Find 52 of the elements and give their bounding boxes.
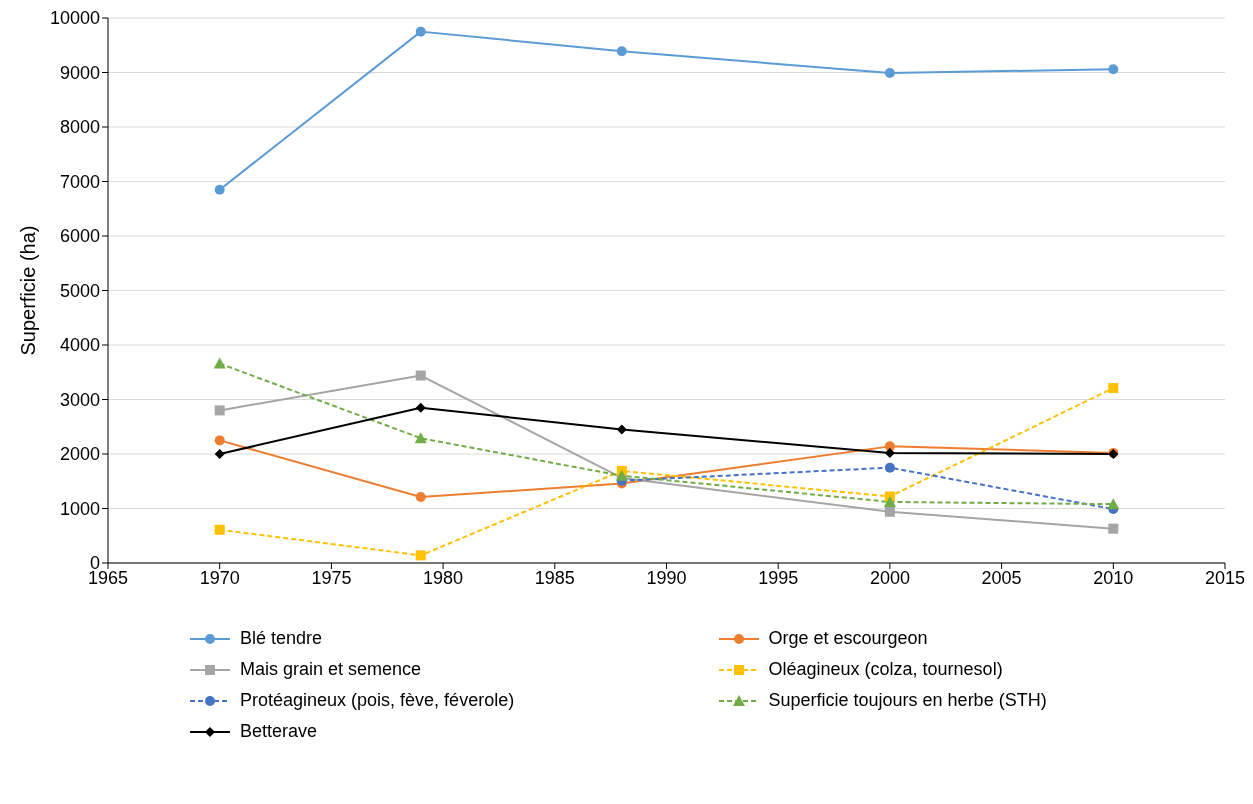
point bbox=[414, 432, 427, 444]
point bbox=[214, 435, 225, 446]
point bbox=[415, 370, 426, 381]
y-tick-label: 10000 bbox=[49, 8, 100, 29]
point bbox=[615, 469, 628, 481]
legend-label: Superficie toujours en herbe (STH) bbox=[768, 690, 1047, 711]
legend-label: Oléagineux (colza, tournesol) bbox=[768, 659, 1003, 680]
point bbox=[214, 449, 225, 459]
point bbox=[616, 46, 627, 57]
legend-label: Protéagineux (pois, fève, féverole) bbox=[240, 690, 515, 711]
y-tick-label: 6000 bbox=[59, 226, 100, 247]
x-tick-label: 1985 bbox=[534, 567, 575, 588]
y-tick-label: 4000 bbox=[59, 335, 100, 356]
x-tick-label: 2005 bbox=[981, 567, 1022, 588]
x-tick-label: 1975 bbox=[311, 567, 352, 588]
y-tick-label: 9000 bbox=[59, 62, 100, 83]
y-axis-title: Superficie (ha) bbox=[17, 225, 40, 356]
y-tick-label: 8000 bbox=[59, 117, 100, 138]
y-tick-label: 1000 bbox=[59, 498, 100, 519]
point bbox=[884, 506, 895, 517]
point bbox=[884, 447, 895, 458]
point bbox=[415, 26, 426, 37]
point bbox=[1108, 383, 1119, 394]
point bbox=[214, 405, 225, 416]
point bbox=[884, 68, 895, 79]
x-tick-label: 1990 bbox=[646, 567, 687, 588]
y-tick-label: 3000 bbox=[59, 389, 100, 410]
point bbox=[883, 495, 896, 507]
point bbox=[213, 357, 226, 369]
point bbox=[1108, 523, 1119, 534]
y-tick-label: 7000 bbox=[59, 171, 100, 192]
point bbox=[415, 492, 426, 503]
y-tick-label: 2000 bbox=[59, 444, 100, 465]
y-tick-label: 5000 bbox=[59, 280, 100, 301]
x-tick-label: 2000 bbox=[869, 567, 910, 588]
point bbox=[415, 402, 426, 413]
legend-label: Blé tendre bbox=[240, 628, 323, 649]
legend-label: Mais grain et semence bbox=[240, 659, 422, 680]
legend-label: Orge et escourgeon bbox=[768, 628, 928, 649]
x-tick-label: 2010 bbox=[1093, 567, 1134, 588]
point bbox=[214, 524, 225, 535]
point bbox=[1107, 498, 1120, 510]
point bbox=[884, 462, 895, 473]
point bbox=[415, 550, 426, 561]
x-tick-label: 1970 bbox=[199, 567, 240, 588]
legend-label: Betterave bbox=[240, 721, 318, 742]
point bbox=[616, 424, 627, 435]
point bbox=[214, 184, 225, 195]
x-tick-label: 1995 bbox=[758, 567, 799, 588]
point bbox=[1108, 64, 1119, 75]
x-tick-label: 2015 bbox=[1204, 567, 1246, 588]
x-tick-label: 1980 bbox=[423, 567, 464, 588]
